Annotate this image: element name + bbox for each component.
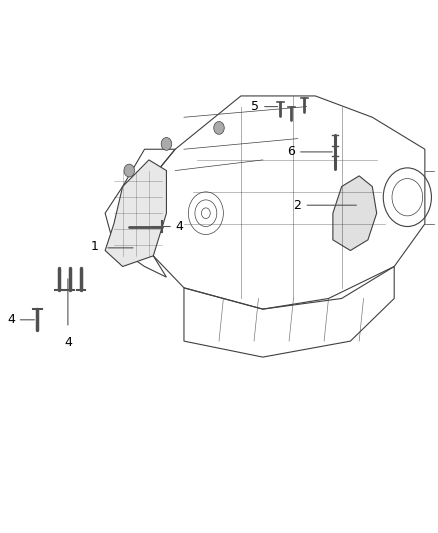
Circle shape (124, 164, 134, 177)
Text: 1: 1 (91, 240, 99, 253)
Circle shape (214, 122, 224, 134)
Text: 4: 4 (7, 313, 15, 326)
Polygon shape (105, 160, 166, 266)
Text: 4: 4 (64, 336, 72, 349)
Text: 4: 4 (175, 220, 183, 233)
Text: 6: 6 (287, 146, 295, 158)
Polygon shape (333, 176, 377, 251)
Circle shape (161, 138, 172, 150)
Text: 5: 5 (251, 100, 259, 113)
Text: 2: 2 (293, 199, 301, 212)
